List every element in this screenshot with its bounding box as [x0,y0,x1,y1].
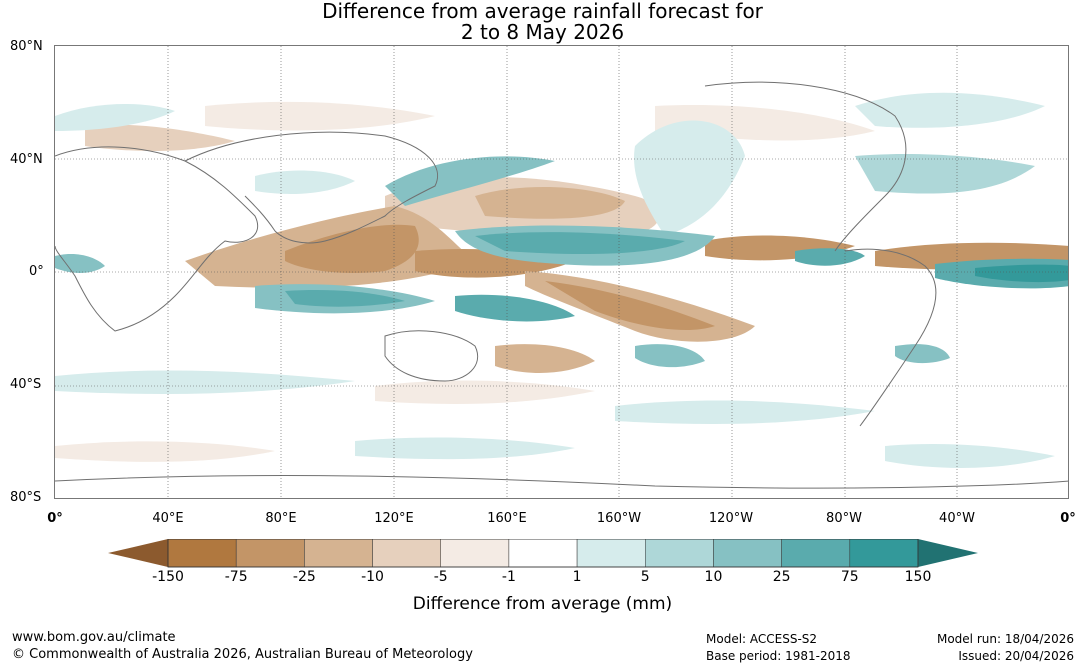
lat-label-eq: 0° [29,264,44,279]
colorbar-tick-label: 25 [772,569,791,585]
colorbar-tick-label: 5 [640,569,650,585]
colorbar-cell [235,539,305,568]
colorbar-tick-label: 150 [904,569,932,585]
colorbar-cell [713,539,782,568]
lat-label-40s: 40°S [10,377,42,392]
colorbar-cell [167,539,237,568]
anomaly-indian-ocean-wet [55,254,705,368]
colorbar-cell [781,539,851,568]
lon-label-0-left: 0° [47,511,63,526]
africa-europe-outline [55,146,259,332]
lat-label-40n: 40°N [10,152,43,167]
colorbar-cell [372,539,441,568]
chart-title-line-1: Difference from average rainfall forecas… [322,0,763,23]
colorbar-tick-label: -10 [361,569,384,585]
anomaly-southern-patches [55,370,1055,468]
footer-copyright: © Commonwealth of Australia 2026, Austra… [12,647,473,662]
footer-url[interactable]: www.bom.gov.au/climate [12,630,176,645]
antarctica-outline [55,475,1068,489]
lon-label-120w: 120°W [708,511,754,526]
colorbar-tick-label: -5 [433,569,448,585]
colorbar-cell [645,539,714,568]
asia-outline [184,131,438,244]
colorbar-cell [849,539,919,568]
australia-outline [384,330,479,382]
lon-label-160e: 160°E [487,511,527,526]
colorbar-tick-label: 75 [840,569,859,585]
lon-label-40e: 40°E [152,511,184,526]
colorbar-max-arrow [918,539,978,567]
colorbar-tick-label: 1 [572,569,582,585]
map-canvas [55,46,1068,498]
north-america-outline [704,81,907,252]
colorbar-tick-label: 10 [704,569,723,585]
colorbar-min-arrow [108,539,168,567]
lon-label-80e: 80°E [265,511,297,526]
colorbar-cell [508,539,578,568]
footer-model: Model: ACCESS-S2 [706,632,818,646]
colorbar-tick-label: -75 [224,569,248,585]
lat-label-80s: 80°S [10,490,42,505]
rainfall-anomaly-map [54,45,1069,499]
anomaly-south-pacific-dry [495,271,755,373]
lon-label-80w: 80°W [826,511,862,526]
colorbar-cell [440,539,510,568]
lat-label-80n: 80°N [10,39,43,54]
chart-title-line-2: 2 to 8 May 2026 [460,20,625,44]
gridlines [55,46,1068,498]
lon-label-160w: 160°W [596,511,642,526]
footer-model-run: Model run: 18/04/2026 [936,632,1074,646]
continent-outlines [55,81,1068,489]
colorbar-cell [576,539,646,568]
anomaly-equatorial-pacific-wet [455,225,865,266]
lon-label-40w: 40°W [939,511,975,526]
footer-base-period: Base period: 1981-2018 [706,649,851,663]
colorbar [108,539,978,568]
colorbar-title: Difference from average (mm) [412,594,673,614]
colorbar-cell [304,539,373,568]
footer-issued: Issued: 20/04/2026 [958,649,1074,663]
anomaly-midlat-wet [55,92,1045,236]
lon-label-120e: 120°E [374,511,414,526]
colorbar-tick-label: -1 [501,569,516,585]
south-america-outline [844,248,937,427]
colorbar-tick-label: -150 [152,569,184,585]
colorbar-tick-label: -25 [292,569,316,585]
lon-label-0-right: 0° [1060,511,1076,526]
anomaly-equatorial-atlantic-wet [895,258,1068,364]
